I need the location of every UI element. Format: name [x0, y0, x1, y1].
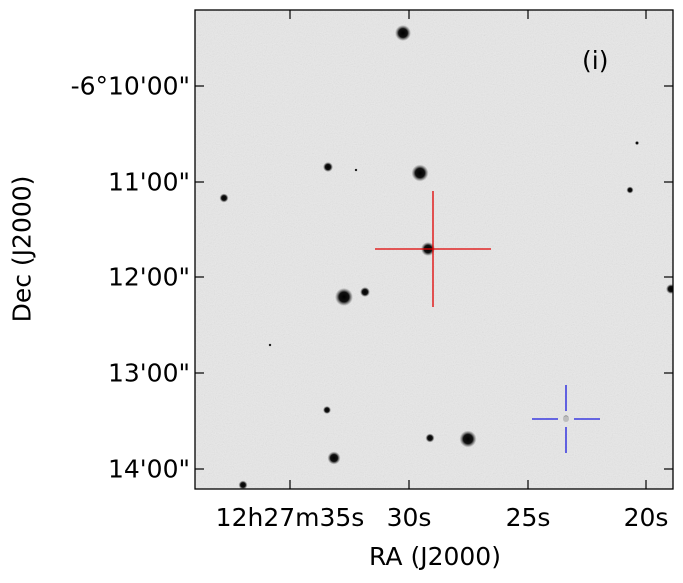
stars-group	[219, 25, 673, 489]
tick-marks	[195, 10, 673, 489]
star	[323, 162, 333, 172]
x-tick-label: 12h27m35s	[215, 503, 365, 532]
target-crosshair	[375, 191, 491, 307]
star	[626, 186, 634, 194]
panel-label: (i)	[582, 46, 609, 75]
star	[360, 287, 370, 297]
plot-frame	[194, 9, 674, 490]
reference-star	[563, 416, 569, 422]
y-tick-label: 12'00"	[108, 262, 190, 292]
star	[268, 343, 272, 347]
y-axis-label: Dec (J2000)	[7, 175, 37, 323]
star	[327, 451, 341, 465]
star	[323, 406, 331, 414]
reference-crosshair	[532, 385, 600, 453]
y-tick-label: 11'00"	[108, 167, 190, 197]
star	[395, 25, 411, 41]
star	[635, 141, 639, 145]
y-tick-label: 14'00"	[108, 454, 190, 484]
y-tick-label: 13'00"	[108, 358, 190, 388]
star	[425, 433, 435, 443]
star	[238, 480, 248, 489]
star	[411, 164, 429, 182]
y-tick-label: -6°10'00"	[70, 71, 190, 101]
star	[335, 288, 353, 306]
star	[219, 193, 229, 203]
star	[459, 430, 477, 448]
x-tick-label: 20s	[623, 503, 669, 532]
x-tick-label: 25s	[505, 503, 551, 532]
star	[354, 168, 358, 172]
x-axis-label: RA (J2000)	[369, 542, 501, 571]
x-tick-label: 30s	[386, 503, 432, 532]
star	[666, 284, 673, 294]
